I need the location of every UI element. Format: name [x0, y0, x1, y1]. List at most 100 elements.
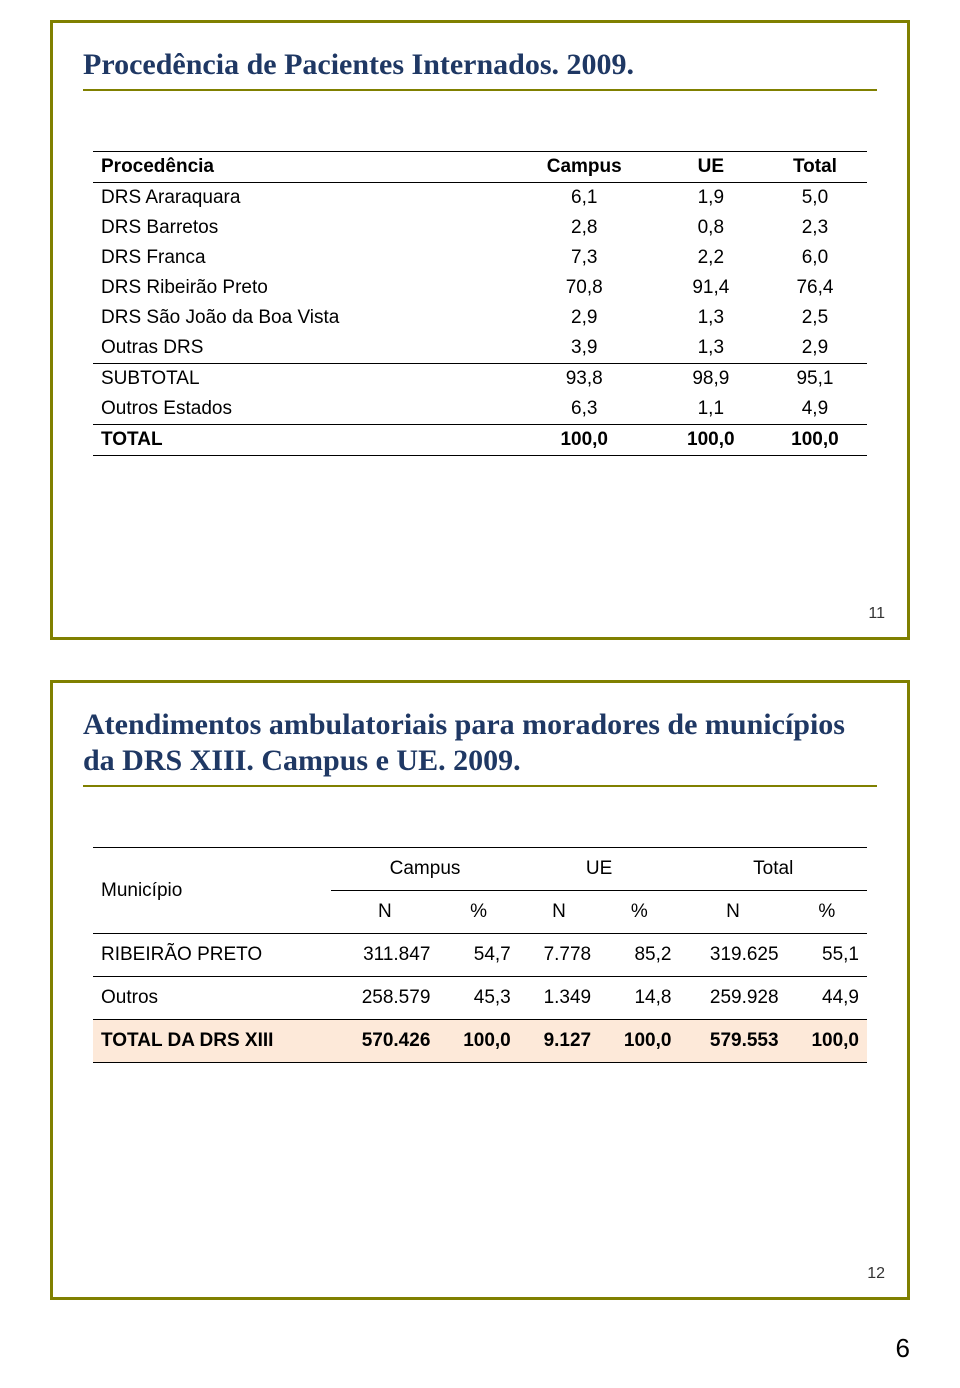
cell: 54,7	[438, 934, 518, 977]
cell: 95,1	[763, 364, 867, 395]
cell: 311.847	[331, 934, 438, 977]
table-row: RIBEIRÃO PRETO 311.847 54,7 7.778 85,2 3…	[93, 934, 867, 977]
cell: 3,9	[510, 333, 659, 364]
col-header: %	[787, 891, 867, 934]
heading-underline-2	[83, 785, 877, 787]
cell: 258.579	[331, 977, 438, 1020]
cell: 6,3	[510, 394, 659, 425]
cell: 2,3	[763, 213, 867, 243]
cell: DRS Franca	[93, 243, 510, 273]
cell: DRS São João da Boa Vista	[93, 303, 510, 333]
cell: 1.349	[519, 977, 599, 1020]
table-row-total: TOTAL DA DRS XIII 570.426 100,0 9.127 10…	[93, 1020, 867, 1063]
col-header: Total	[763, 152, 867, 183]
cell: 2,5	[763, 303, 867, 333]
cell: Outros	[93, 977, 331, 1020]
cell: TOTAL	[93, 425, 510, 456]
cell: RIBEIRÃO PRETO	[93, 934, 331, 977]
col-header: Campus	[331, 848, 518, 891]
slide-1-title: Procedência de Pacientes Internados. 200…	[83, 47, 877, 83]
cell: 14,8	[599, 977, 679, 1020]
cell: 319.625	[679, 934, 786, 977]
table-row: Procedência Campus UE Total	[93, 152, 867, 183]
col-header: Campus	[510, 152, 659, 183]
cell: Outras DRS	[93, 333, 510, 364]
table-row: Outros Estados 6,3 1,1 4,9	[93, 394, 867, 425]
cell: 1,1	[659, 394, 763, 425]
col-header: Procedência	[93, 152, 510, 183]
cell: 45,3	[438, 977, 518, 1020]
cell: 100,0	[763, 425, 867, 456]
page-number: 6	[896, 1333, 910, 1364]
heading-block-1: Procedência de Pacientes Internados. 200…	[53, 23, 907, 91]
col-header: UE	[519, 848, 680, 891]
col-header: N	[519, 891, 599, 934]
slide-number-1: 11	[868, 605, 885, 623]
cell: DRS Ribeirão Preto	[93, 273, 510, 303]
table-row: DRS Barretos 2,8 0,8 2,3	[93, 213, 867, 243]
table-row: DRS São João da Boa Vista 2,9 1,3 2,5	[93, 303, 867, 333]
cell: 44,9	[787, 977, 867, 1020]
cell: 1,3	[659, 333, 763, 364]
cell: 579.553	[679, 1020, 786, 1063]
cell: 7.778	[519, 934, 599, 977]
cell: 570.426	[331, 1020, 438, 1063]
col-header: N	[331, 891, 438, 934]
cell: 98,9	[659, 364, 763, 395]
cell: 6,0	[763, 243, 867, 273]
cell: 2,9	[763, 333, 867, 364]
cell: 259.928	[679, 977, 786, 1020]
cell: 100,0	[510, 425, 659, 456]
cell: DRS Araraquara	[93, 183, 510, 214]
cell: Outros Estados	[93, 394, 510, 425]
cell: 85,2	[599, 934, 679, 977]
heading-block-2: Atendimentos ambulatoriais para moradore…	[53, 683, 907, 787]
cell: 100,0	[438, 1020, 518, 1063]
table-atendimentos: Município Campus UE Total N % N % N % RI…	[93, 847, 867, 1063]
col-header: Município	[93, 848, 331, 934]
table-procedencia: Procedência Campus UE Total DRS Araraqua…	[93, 151, 867, 456]
col-header: %	[438, 891, 518, 934]
cell: 6,1	[510, 183, 659, 214]
cell: 5,0	[763, 183, 867, 214]
cell: 1,3	[659, 303, 763, 333]
cell: 70,8	[510, 273, 659, 303]
cell: 0,8	[659, 213, 763, 243]
cell: 100,0	[599, 1020, 679, 1063]
slide-2: Atendimentos ambulatoriais para moradore…	[50, 680, 910, 1300]
table-row: Outras DRS 3,9 1,3 2,9	[93, 333, 867, 364]
cell: 2,2	[659, 243, 763, 273]
table-row: Município Campus UE Total	[93, 848, 867, 891]
col-header: N	[679, 891, 786, 934]
table-row: SUBTOTAL 93,8 98,9 95,1	[93, 364, 867, 395]
cell: DRS Barretos	[93, 213, 510, 243]
cell: 7,3	[510, 243, 659, 273]
cell: 100,0	[659, 425, 763, 456]
cell: 9.127	[519, 1020, 599, 1063]
cell: 100,0	[787, 1020, 867, 1063]
cell: 2,9	[510, 303, 659, 333]
table-row: TOTAL 100,0 100,0 100,0	[93, 425, 867, 456]
cell: 93,8	[510, 364, 659, 395]
cell: 4,9	[763, 394, 867, 425]
cell: 2,8	[510, 213, 659, 243]
slide-2-title: Atendimentos ambulatoriais para moradore…	[83, 707, 877, 779]
table-row: DRS Ribeirão Preto 70,8 91,4 76,4	[93, 273, 867, 303]
table-row: Outros 258.579 45,3 1.349 14,8 259.928 4…	[93, 977, 867, 1020]
table-1-wrap: Procedência Campus UE Total DRS Araraqua…	[93, 151, 867, 456]
col-header: %	[599, 891, 679, 934]
col-header: UE	[659, 152, 763, 183]
cell: 91,4	[659, 273, 763, 303]
cell: 55,1	[787, 934, 867, 977]
cell: 1,9	[659, 183, 763, 214]
table-2-wrap: Município Campus UE Total N % N % N % RI…	[93, 847, 867, 1063]
cell: TOTAL DA DRS XIII	[93, 1020, 331, 1063]
heading-underline-1	[83, 89, 877, 91]
col-header: Total	[679, 848, 867, 891]
table-row: DRS Franca 7,3 2,2 6,0	[93, 243, 867, 273]
cell: SUBTOTAL	[93, 364, 510, 395]
slide-1: Procedência de Pacientes Internados. 200…	[50, 20, 910, 640]
table-row: DRS Araraquara 6,1 1,9 5,0	[93, 183, 867, 214]
cell: 76,4	[763, 273, 867, 303]
slide-number-2: 12	[867, 1265, 885, 1283]
